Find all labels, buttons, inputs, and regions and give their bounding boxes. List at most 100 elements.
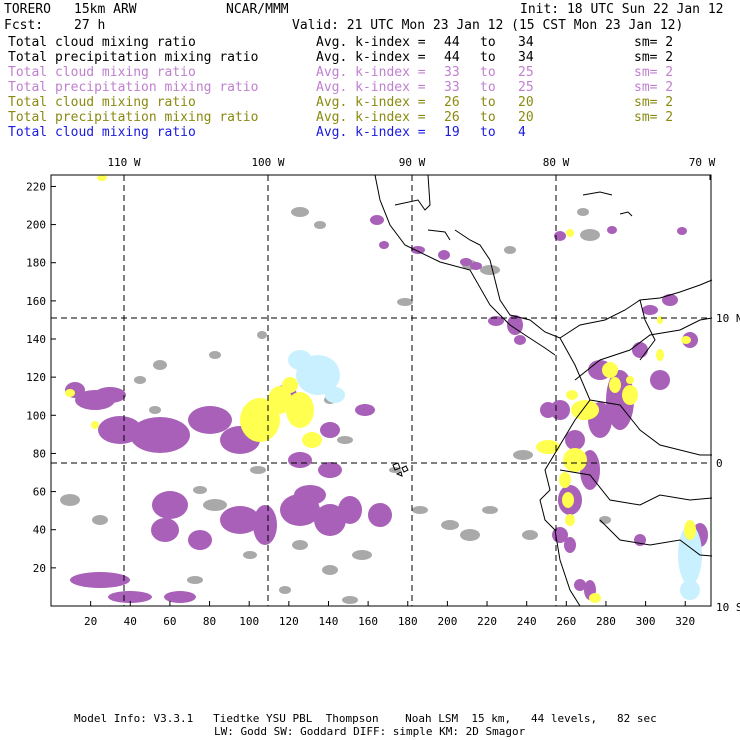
precip-area-purple [677,227,687,235]
latitude-label: 10 S [716,601,740,614]
cloud-area-gray [291,207,309,217]
cloud-area-gray [153,360,167,370]
precip-area-purple [550,400,570,420]
precip-area-purple [288,452,312,468]
legend-from: 26 [444,110,460,125]
physics-info-line: LW: Godd SW: Goddard DIFF: simple KM: 2D… [214,725,526,738]
legend-smoothing: sm= 2 [634,95,674,110]
precip-area-yellow [571,400,599,420]
x-tick-label: 20 [84,615,97,628]
legend-index: Avg. k-index = [316,125,426,140]
precip-area-purple [108,591,152,603]
precip-area-purple [188,406,232,434]
coastline [454,229,561,339]
precip-area-purple [130,417,190,453]
precip-area-purple [152,491,188,519]
precip-area-yellow [65,389,75,397]
x-tick-label: 280 [596,615,616,628]
legend-smoothing: sm= 2 [634,110,674,125]
precip-area-yellow [565,514,575,526]
legend-to-word: to [480,125,496,140]
precip-area-purple [564,537,576,553]
y-tick-label: 80 [33,447,46,460]
precip-area-purple [188,530,212,550]
precip-area-yellow [609,377,621,393]
precip-area-yellow [562,492,574,508]
precip-area-purple [438,250,450,260]
precip-area-yellow [282,377,298,393]
coastline [394,174,431,211]
legend-from: 44 [444,50,460,65]
precip-area-purple [98,416,142,444]
y-tick-label: 220 [26,180,46,193]
precip-area-yellow [626,376,634,384]
legend-to-word: to [480,50,496,65]
cloud-area-gray [522,530,538,540]
legend-smoothing: sm= 2 [634,35,674,50]
precip-area-purple [70,572,130,588]
x-tick-label: 140 [319,615,339,628]
lat-lon-grid [51,175,711,606]
y-tick-label: 140 [26,333,46,346]
precip-area-yellow [286,392,314,428]
x-tick-label: 120 [279,615,299,628]
cloud-area-gray [580,229,600,241]
precip-area-purple [650,370,670,390]
legend-field: Total precipitation mixing ratio [8,80,259,95]
precip-area-purple [151,518,179,542]
precip-area-purple [338,496,362,524]
x-tick-label: 220 [477,615,497,628]
cloud-area-gray [193,486,207,494]
cloud-area-gray [292,540,308,550]
coastline [427,229,451,241]
precip-area-purple [164,591,196,603]
longitude-label: 80 W [543,156,570,169]
legend-smoothing: sm= 2 [634,80,674,95]
legend-smoothing: sm= 2 [634,65,674,80]
legend-field: Total cloud mixing ratio [8,125,196,140]
coastline [559,469,713,506]
legend-to: 20 [518,95,534,110]
legend-to: 34 [518,50,534,65]
cloud-area-gray [480,265,500,275]
coastline [619,211,633,217]
precip-area-purple [632,342,648,358]
cloud-area-cyan [680,580,700,600]
legend-to-word: to [480,110,496,125]
precip-area-purple [314,504,346,536]
coastline [392,462,401,471]
precip-area-yellow [559,472,571,488]
y-tick-label: 60 [33,486,46,499]
cloud-area-gray [412,506,428,514]
precip-area-yellow [566,229,574,237]
coastline [599,519,713,557]
cloud-area-gray [599,516,611,524]
legend-to: 25 [518,65,534,80]
precip-area-purple [662,294,678,306]
y-tick-label: 120 [26,371,46,384]
valid-time: Valid: 21 UTC Mon 23 Jan 12 (15 CST Mon … [292,18,684,33]
precip-area-yellow [302,432,322,448]
legend-to-word: to [480,80,496,95]
y-tick-label: 40 [33,524,46,537]
precip-area-yellow [681,336,691,344]
precip-area-purple [507,315,523,335]
cloud-area-gray [257,331,267,339]
field-fills [60,175,708,604]
x-tick-label: 300 [636,615,656,628]
legend-from: 44 [444,35,460,50]
legend-index: Avg. k-index = [316,50,426,65]
cloud-area-gray [149,406,161,414]
coastline [401,465,409,473]
precip-area-purple [355,404,375,416]
precip-area-purple [470,262,482,270]
precip-area-yellow [240,398,280,442]
precip-area-purple [370,215,384,225]
longitude-label: 70 W [689,156,716,169]
precip-area-yellow [563,448,587,472]
cloud-area-gray [134,376,146,384]
model-name: TORERO [4,2,51,17]
cloud-area-gray [504,246,516,254]
x-tick-label: 240 [517,615,537,628]
coastline [559,279,713,339]
